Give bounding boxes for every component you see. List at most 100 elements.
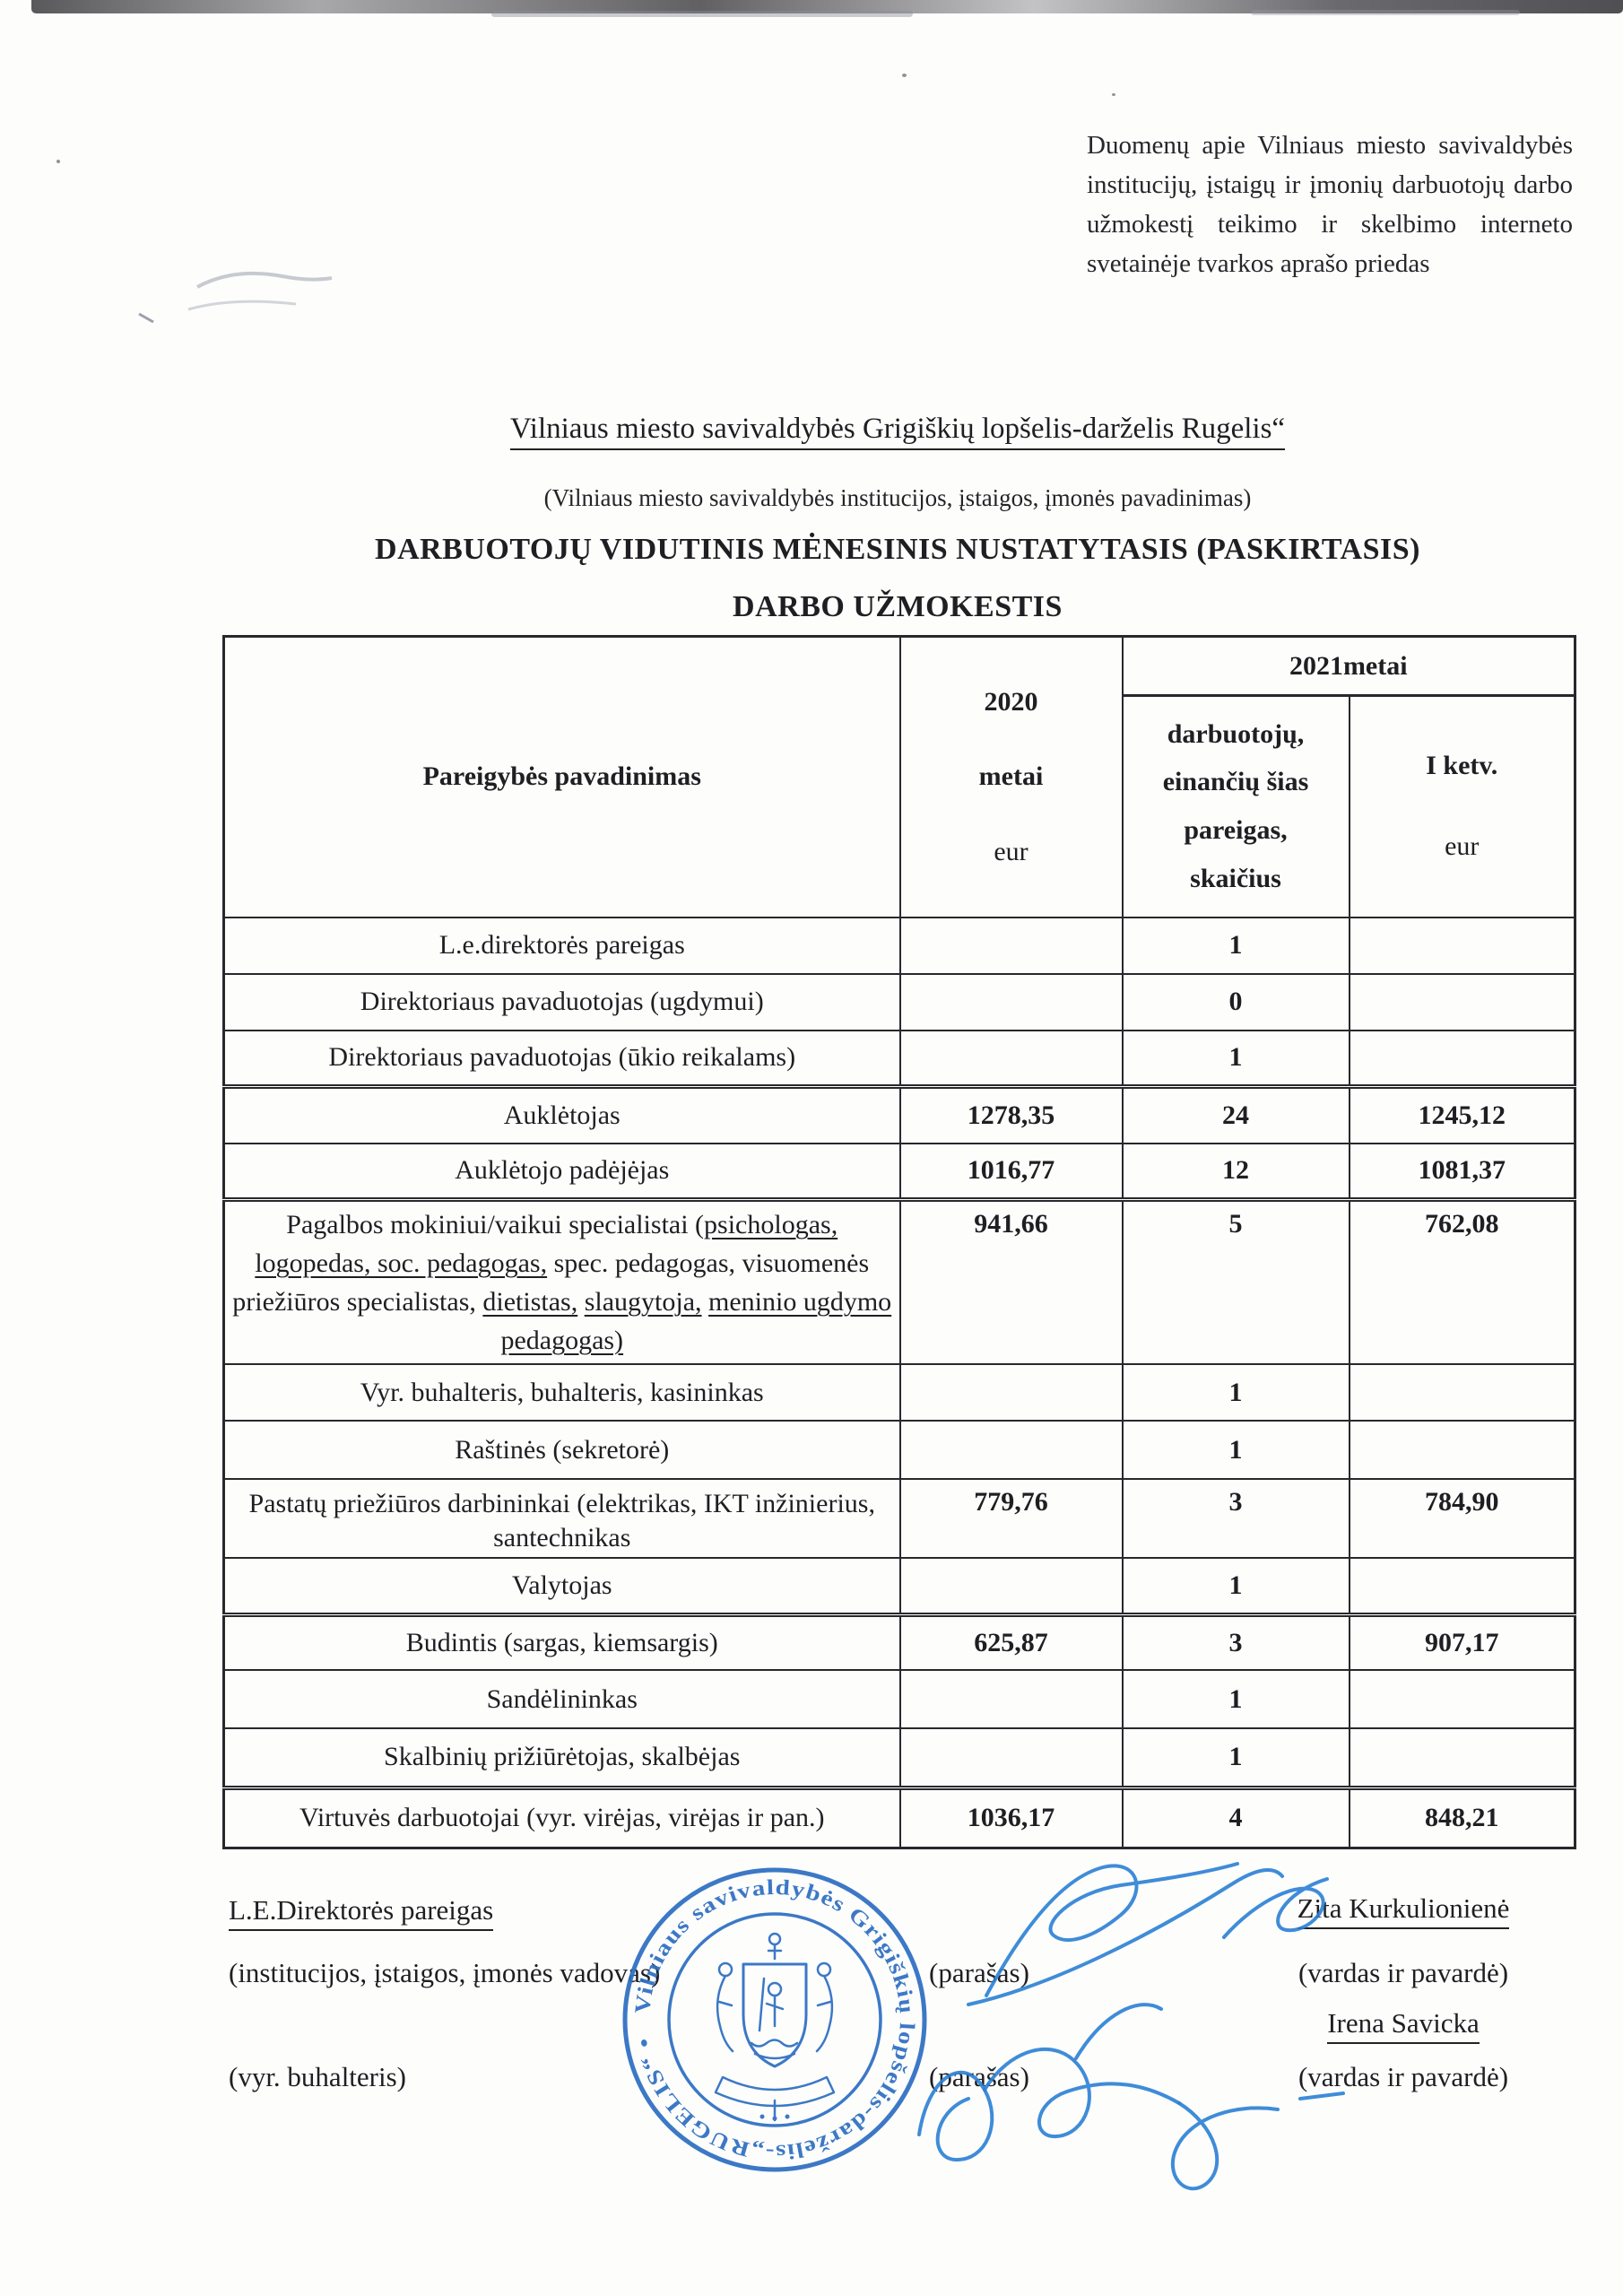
job-title: Pagalbos mokiniui/vaikui specialistai (p… bbox=[222, 1197, 901, 1365]
table-row: Pastatų priežiūros darbininkai (elektrik… bbox=[222, 1478, 1576, 1559]
table-row: Skalbinių prižiūrėtojas, skalbėjas 1 bbox=[222, 1727, 1576, 1788]
eur-2020 bbox=[898, 1727, 1124, 1788]
count-2021: 0 bbox=[1121, 972, 1350, 1031]
table-row: Virtuvės darbuotojai (vyr. virėjas, virė… bbox=[222, 1785, 1576, 1848]
org-title: Vilniaus miesto savivaldybės Grigiškių l… bbox=[175, 413, 1620, 450]
eur-2020 bbox=[898, 972, 1124, 1031]
salary-table: Pareigybės pavadinimas 2020 metai eur 20… bbox=[222, 635, 1577, 1849]
eur-2020: 1016,77 bbox=[898, 1142, 1124, 1201]
eur-2021-q1 bbox=[1348, 1029, 1576, 1088]
header-2020: 2020 metai eur bbox=[898, 635, 1124, 918]
count-2021: 1 bbox=[1121, 1029, 1350, 1088]
eur-2020 bbox=[898, 1557, 1124, 1615]
table-row: Pagalbos mokiniui/vaikui specialistai (p… bbox=[222, 1197, 1576, 1365]
eur-2021-q1 bbox=[1348, 1363, 1576, 1422]
eur-2021-q1: 848,21 bbox=[1348, 1785, 1576, 1848]
header-2021-count: darbuotojų, einančių šias pareigas, skai… bbox=[1121, 694, 1350, 918]
table-row: Vyr. buhalteris, buhalteris, kasininkas … bbox=[222, 1363, 1576, 1422]
count-2021: 1 bbox=[1121, 916, 1350, 975]
table-row: Budintis (sargas, kiemsargis) 625,87 3 9… bbox=[222, 1612, 1576, 1671]
handwritten-signatures bbox=[917, 1862, 1345, 2191]
job-title: Auklėtojo padėjėjas bbox=[222, 1142, 901, 1201]
document-heading-line2: DARBO UŽMOKESTIS bbox=[733, 590, 1063, 623]
job-title: Budintis (sargas, kiemsargis) bbox=[222, 1612, 901, 1671]
eur-2020 bbox=[898, 1029, 1124, 1088]
signature-1 bbox=[967, 1862, 1329, 2006]
eur-2020: 941,66 bbox=[898, 1197, 1124, 1365]
stamp-outer-circle bbox=[622, 1867, 927, 2172]
count-2021: 24 bbox=[1121, 1084, 1350, 1144]
scan-artifact-speck bbox=[1112, 93, 1115, 96]
eur-2020: 1036,17 bbox=[898, 1785, 1124, 1848]
job-title: Sandėlininkas bbox=[222, 1669, 901, 1729]
pencil-mark bbox=[138, 271, 333, 324]
job-title: Raštinės (sekretorė) bbox=[222, 1420, 901, 1480]
job-title: Direktoriaus pavaduotojas (ugdymui) bbox=[222, 972, 901, 1031]
scan-artifact-speck bbox=[902, 74, 907, 77]
signature-2 bbox=[917, 2003, 1345, 2191]
signatory-name-1: Zita Kurkulionienė bbox=[1251, 1892, 1556, 1929]
table-row: Auklėtojas 1278,35 24 1245,12 bbox=[222, 1084, 1576, 1144]
job-title: Valytojas bbox=[222, 1557, 901, 1615]
job-title: L.e.direktorės pareigas bbox=[222, 916, 901, 975]
job-title: Vyr. buhalteris, buhalteris, kasininkas bbox=[222, 1363, 901, 1422]
eur-2021-q1: 1245,12 bbox=[1348, 1084, 1576, 1144]
eur-2020: 779,76 bbox=[898, 1478, 1124, 1559]
job-title: Virtuvės darbuotojai (vyr. virėjas, virė… bbox=[222, 1785, 901, 1848]
eur-2021-q1 bbox=[1348, 972, 1576, 1031]
eur-2020 bbox=[898, 916, 1124, 975]
signatory-name-2-caption: (vardas ir pavardė) bbox=[1298, 2061, 1509, 2092]
stamp: Vilniaus savivaldybės Grigiškių lopšelis… bbox=[622, 1867, 927, 2172]
appendix-note: Duomenų apie Vilniaus miesto savivaldybė… bbox=[1087, 131, 1573, 278]
scan-artifact-top-band bbox=[1251, 10, 1520, 15]
eur-2021-q1 bbox=[1348, 1727, 1576, 1788]
count-2021: 3 bbox=[1121, 1478, 1350, 1559]
count-2021: 1 bbox=[1121, 1727, 1350, 1788]
signature-caption-1: (parašas) bbox=[929, 1957, 1029, 1988]
table-row: Valytojas 1 bbox=[222, 1557, 1576, 1615]
eur-2020: 625,87 bbox=[898, 1612, 1124, 1671]
table-header-row: Pareigybės pavadinimas 2020 metai eur 20… bbox=[222, 635, 1576, 918]
header-2021-q1: I ketv. eur bbox=[1348, 694, 1576, 918]
job-title: Auklėtojas bbox=[222, 1084, 901, 1144]
eur-2020 bbox=[898, 1420, 1124, 1480]
eur-2021-q1 bbox=[1348, 1557, 1576, 1615]
header-position: Pareigybės pavadinimas bbox=[222, 635, 901, 918]
signatory-role-1: L.E.Direktorės pareigas bbox=[229, 1894, 494, 1931]
table-row: Direktoriaus pavaduotojas (ugdymui) 0 bbox=[222, 972, 1576, 1031]
eur-2021-q1: 762,08 bbox=[1348, 1197, 1576, 1365]
scan-artifact-top-band bbox=[491, 11, 913, 17]
count-2021: 5 bbox=[1121, 1197, 1350, 1365]
eur-2021-q1: 907,17 bbox=[1348, 1612, 1576, 1671]
org-title-text: Vilniaus miesto savivaldybės Grigiškių l… bbox=[509, 413, 1286, 450]
count-2021: 1 bbox=[1121, 1669, 1350, 1729]
count-2021: 1 bbox=[1121, 1420, 1350, 1480]
org-subtitle: (Vilniaus miesto savivaldybės institucij… bbox=[543, 484, 1252, 511]
eur-2021-q1: 784,90 bbox=[1348, 1478, 1576, 1559]
eur-2021-q1 bbox=[1348, 1420, 1576, 1480]
signatory-name-2: Irena Savicka bbox=[1251, 2007, 1556, 2044]
stamp-inner-circle bbox=[667, 1912, 882, 2127]
header-2021-group: 2021metai bbox=[1121, 635, 1576, 697]
scan-artifact-top-band bbox=[31, 0, 1623, 13]
eur-2021-q1 bbox=[1348, 1669, 1576, 1729]
table-row: Direktoriaus pavaduotojas (ūkio reikalam… bbox=[222, 1029, 1576, 1088]
signatory-role-1-caption: (institucijos, įstaigos, įmonės vadovas) bbox=[229, 1957, 661, 1988]
stamp-coat-of-arms bbox=[714, 1932, 836, 2122]
count-2021: 1 bbox=[1121, 1557, 1350, 1615]
job-title: Direktoriaus pavaduotojas (ūkio reikalam… bbox=[222, 1029, 901, 1088]
signatory-name-1-caption: (vardas ir pavardė) bbox=[1298, 1957, 1509, 1988]
eur-2020: 1278,35 bbox=[898, 1084, 1124, 1144]
eur-2021-q1 bbox=[1348, 916, 1576, 975]
eur-2021-q1: 1081,37 bbox=[1348, 1142, 1576, 1201]
table-header-subrow: darbuotojų, einančių šias pareigas, skai… bbox=[224, 694, 1576, 918]
count-2021: 4 bbox=[1121, 1785, 1350, 1848]
scan-artifact-speck bbox=[56, 160, 60, 163]
job-title: Skalbinių prižiūrėtojas, skalbėjas bbox=[222, 1727, 901, 1788]
eur-2020 bbox=[898, 1669, 1124, 1729]
job-title: Pastatų priežiūros darbininkai (elektrik… bbox=[222, 1478, 901, 1559]
table-row: Auklėtojo padėjėjas 1016,77 12 1081,37 bbox=[222, 1142, 1576, 1201]
table-row: L.e.direktorės pareigas 1 bbox=[222, 916, 1576, 975]
count-2021: 12 bbox=[1121, 1142, 1350, 1201]
